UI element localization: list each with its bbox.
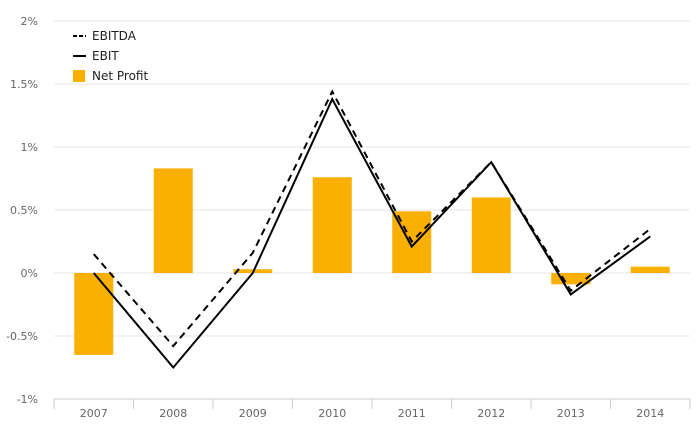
ebit-line: [92, 96, 651, 370]
y-tick-label: 2%: [21, 15, 38, 28]
net-profit-bar: [153, 168, 193, 273]
x-tick-label: 2007: [80, 407, 108, 420]
net-profit-bar: [74, 273, 114, 355]
line-series: [92, 89, 651, 370]
x-tick-label: 2013: [557, 407, 585, 420]
net-profit-bar: [312, 177, 352, 273]
net-profit-bars: [74, 168, 670, 355]
legend-swatch: [73, 70, 85, 82]
x-tick-label: 2010: [318, 407, 346, 420]
ebitda-line: [92, 89, 651, 348]
legend-item-ebit[interactable]: EBIT: [73, 49, 119, 63]
x-tick-label: 2014: [636, 407, 664, 420]
net-profit-bar: [551, 273, 591, 285]
y-tick-label: -0.5%: [6, 330, 38, 343]
y-tick-label: -1%: [17, 393, 38, 406]
x-tick-label: 2012: [477, 407, 505, 420]
legend-item-ebitda[interactable]: EBITDA: [73, 29, 137, 43]
x-tick-label: 2011: [398, 407, 426, 420]
legend-item-net-profit[interactable]: Net Profit: [73, 69, 148, 83]
x-tick-label: 2008: [159, 407, 187, 420]
net-profit-bar: [630, 266, 670, 273]
y-tick-label: 0.5%: [10, 204, 38, 217]
x-axis: 2007 2008 2009 2010 2011 2012 2013 2014: [53, 398, 691, 420]
y-tick-label: 1.5%: [10, 78, 38, 91]
legend-label: Net Profit: [92, 69, 148, 83]
x-tick-label: 2009: [239, 407, 267, 420]
y-tick-label: 1%: [21, 141, 38, 154]
legend-label: EBIT: [92, 49, 119, 63]
net-profit-bar: [471, 197, 511, 273]
gridlines: [54, 20, 690, 337]
legend: EBITDA EBIT Net Profit: [73, 29, 148, 83]
y-tick-label: 0%: [21, 267, 38, 280]
y-axis-ticks: 2% 1.5% 1% 0.5% 0% -0.5% -1%: [6, 15, 38, 406]
legend-label: EBITDA: [92, 29, 137, 43]
